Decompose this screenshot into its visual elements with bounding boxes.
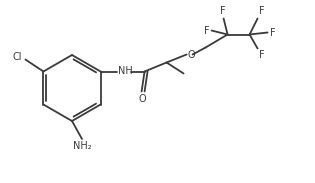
- Text: F: F: [259, 7, 264, 16]
- Text: F: F: [220, 7, 226, 16]
- Text: O: O: [139, 94, 146, 104]
- Text: F: F: [270, 27, 275, 38]
- Text: O: O: [187, 49, 195, 59]
- Text: Cl: Cl: [13, 53, 22, 63]
- Text: F: F: [259, 51, 264, 61]
- Text: F: F: [204, 25, 209, 36]
- Text: NH₂: NH₂: [73, 141, 91, 151]
- Text: NH: NH: [117, 66, 132, 76]
